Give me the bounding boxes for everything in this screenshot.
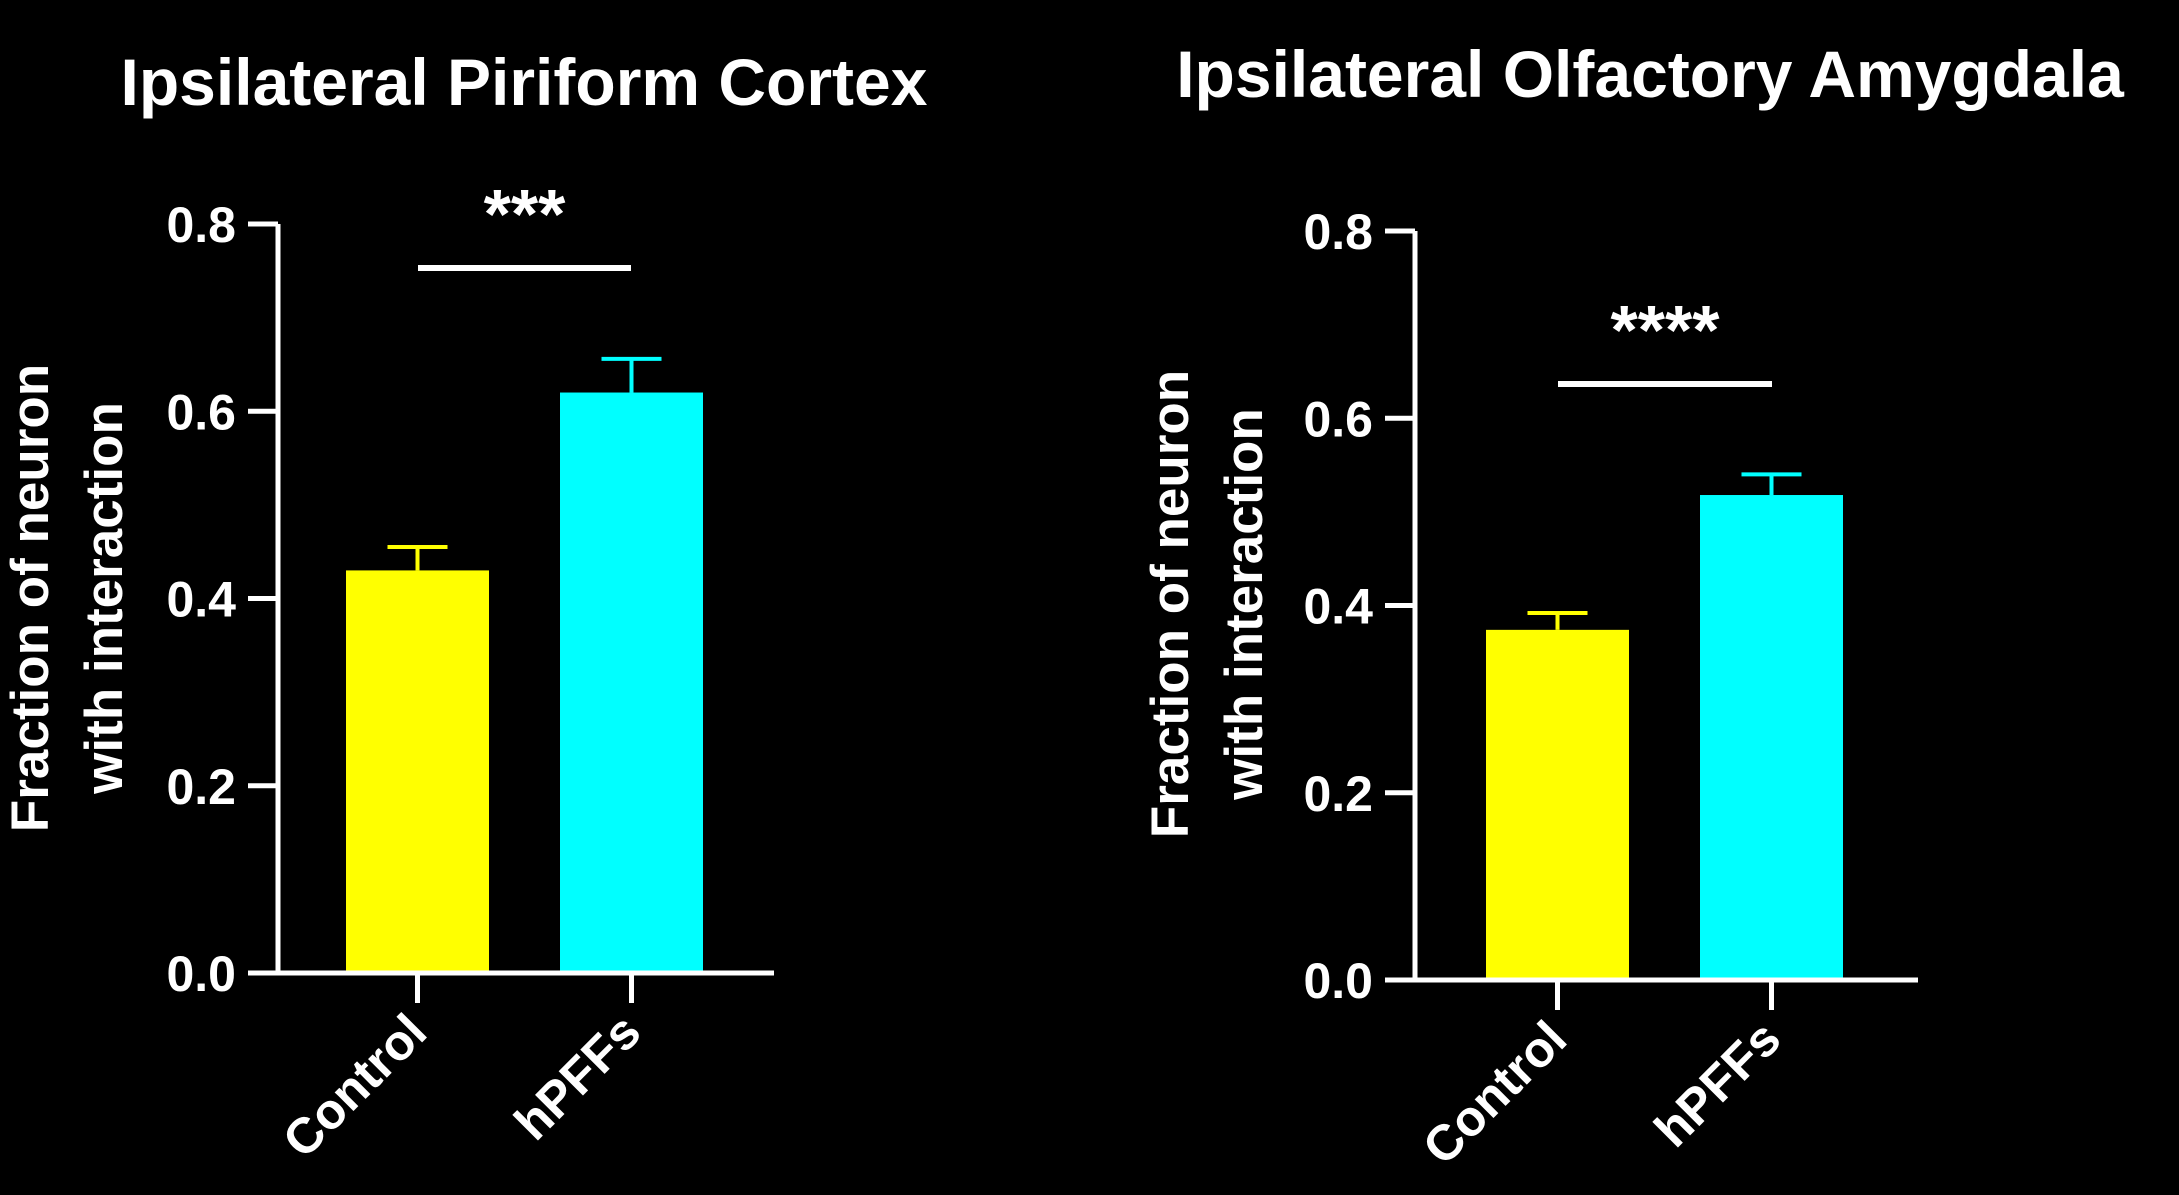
y-tick-label: 0.8 <box>166 197 236 253</box>
chart-2: Ipsilateral Olfactory Amygdala Fraction o… <box>1141 37 2125 1175</box>
bar-control <box>346 570 489 973</box>
y-tick-label: 0.8 <box>1303 204 1373 260</box>
y-tick-label: 0.4 <box>166 572 236 628</box>
x-tick-label: hPFFs <box>504 1003 652 1151</box>
y-tick-label: 0.2 <box>1303 766 1373 822</box>
bar-control <box>1486 629 1629 980</box>
significance-stars: **** <box>1611 291 1721 369</box>
significance-stars: *** <box>484 175 566 253</box>
x-tick-label: hPFFs <box>1644 1010 1792 1158</box>
y-tick-label: 0.6 <box>166 384 236 440</box>
chart-title: Ipsilateral Piriform Cortex <box>121 45 928 119</box>
y-axis-label: with interaction <box>1215 408 1274 801</box>
y-tick-label: 0.0 <box>166 946 236 1002</box>
chart-title: Ipsilateral Olfactory Amygdala <box>1176 37 2125 111</box>
y-tick-label: 0.4 <box>1303 579 1373 635</box>
y-tick-label: 0.2 <box>166 759 236 815</box>
y-axis-label: Fraction of neuron <box>1 364 60 832</box>
y-tick-label: 0.6 <box>1303 391 1373 447</box>
y-axis-label: with interaction <box>75 402 134 795</box>
x-tick-label: Control <box>272 1003 437 1168</box>
y-tick-label: 0.0 <box>1303 953 1373 1009</box>
chart-1: Ipsilateral Piriform Cortex Fraction of n… <box>1 45 928 1168</box>
bar-hpffs <box>560 392 703 973</box>
y-axis-label: Fraction of neuron <box>1141 370 1200 838</box>
x-tick-label: Control <box>1412 1010 1577 1175</box>
bar-hpffs <box>1700 495 1843 980</box>
